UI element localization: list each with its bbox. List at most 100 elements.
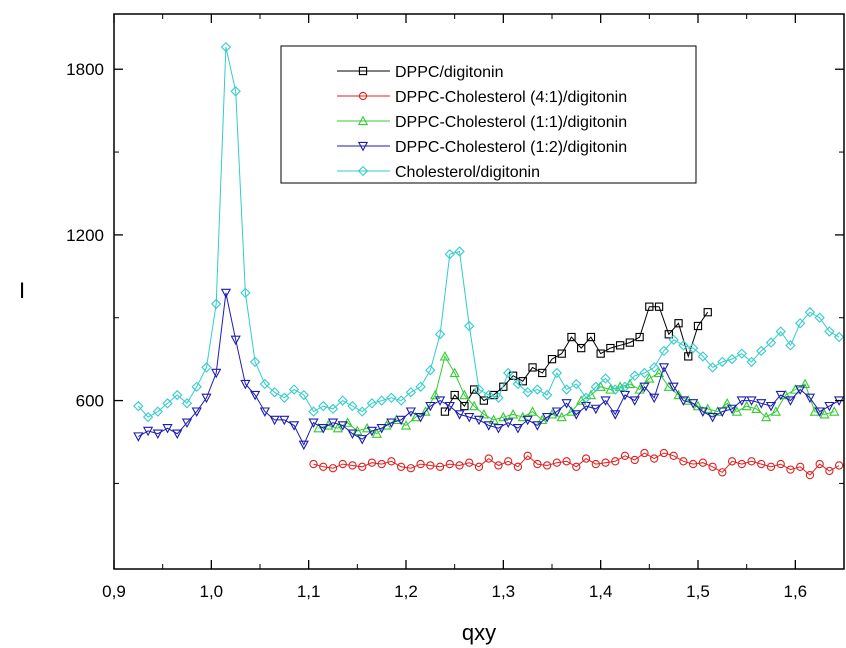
data-point	[478, 409, 489, 419]
legend-label: DPPC-Cholesterol (4:1)/digitonin	[395, 89, 627, 106]
data-point	[737, 459, 746, 469]
data-point	[464, 320, 475, 332]
data-point	[201, 362, 212, 373]
data-point	[688, 399, 699, 409]
data-point	[606, 343, 615, 353]
series-line	[138, 292, 840, 446]
legend-swatch-marker	[358, 66, 368, 76]
data-point	[688, 459, 698, 469]
data-point	[577, 343, 586, 353]
data-point	[211, 368, 222, 379]
data-point	[834, 461, 844, 470]
data-point	[576, 395, 587, 405]
data-point	[440, 407, 450, 416]
legend-swatch-marker	[358, 91, 368, 101]
data-point	[318, 400, 329, 412]
data-point	[610, 410, 621, 420]
data-point	[775, 326, 786, 337]
data-point	[425, 365, 436, 376]
data-point	[439, 351, 451, 361]
data-point	[426, 461, 435, 470]
data-point	[649, 393, 660, 404]
data-point	[152, 429, 163, 440]
legend-entry: DPPC-Cholesterol (1:2)/digitonin	[337, 139, 627, 156]
data-point	[469, 400, 480, 411]
data-point	[824, 401, 835, 412]
data-point	[654, 302, 664, 311]
data-point	[376, 395, 387, 406]
data-point	[829, 406, 840, 416]
data-point	[445, 459, 454, 469]
data-point	[405, 407, 416, 417]
data-point	[348, 461, 357, 470]
data-point	[591, 459, 600, 469]
data-point	[697, 407, 708, 417]
data-point	[590, 404, 601, 415]
data-point	[717, 407, 728, 417]
data-point	[386, 392, 397, 403]
data-point	[717, 356, 728, 368]
data-point	[298, 440, 309, 451]
data-point	[499, 382, 508, 391]
data-point	[454, 246, 465, 257]
data-point	[504, 457, 513, 466]
data-point	[664, 330, 673, 339]
data-point	[824, 326, 835, 337]
data-point	[596, 349, 605, 358]
x-tick-label: 1,2	[394, 582, 418, 601]
data-point	[668, 334, 679, 345]
data-point	[765, 401, 777, 412]
legend-swatch-marker	[357, 165, 369, 177]
data-point	[162, 398, 173, 409]
data-point	[703, 308, 712, 317]
data-point	[629, 370, 640, 381]
data-point	[644, 373, 655, 383]
data-point	[645, 302, 654, 311]
data-point	[220, 41, 232, 53]
data-point	[367, 458, 377, 467]
data-point	[765, 337, 777, 348]
legend-box	[280, 45, 697, 184]
data-point	[240, 379, 251, 390]
data-point	[746, 356, 757, 368]
data-point	[825, 466, 834, 476]
data-point	[513, 462, 523, 471]
data-point	[601, 458, 610, 467]
data-point	[338, 459, 347, 469]
data-point	[522, 415, 533, 426]
data-point	[279, 415, 290, 426]
data-point	[600, 396, 611, 406]
data-point	[766, 462, 776, 471]
data-point	[718, 468, 727, 477]
data-point	[804, 307, 816, 318]
data-point	[833, 331, 845, 343]
data-point	[590, 381, 601, 392]
data-point	[220, 288, 232, 299]
data-point	[498, 411, 509, 422]
data-point	[572, 462, 581, 471]
data-point	[288, 421, 300, 431]
data-point	[377, 459, 386, 469]
data-point	[494, 461, 503, 470]
data-point	[561, 399, 572, 409]
data-point	[191, 381, 202, 392]
data-point	[430, 389, 441, 400]
data-point	[547, 354, 557, 364]
data-point	[503, 367, 514, 379]
legend-label: DPPC-Cholesterol (1:2)/digitonin	[395, 139, 627, 156]
data-point	[318, 424, 329, 434]
data-point	[542, 412, 553, 423]
data-point	[493, 424, 504, 434]
data-point	[635, 332, 644, 342]
data-point	[181, 398, 193, 409]
data-point	[172, 429, 183, 440]
data-point	[673, 389, 684, 400]
legend-label: DPPC-Cholesterol (1:1)/digitonin	[395, 114, 627, 131]
data-point	[611, 457, 620, 466]
legend-swatch-marker	[357, 115, 369, 126]
y-tick-label: 1800	[66, 60, 104, 79]
data-point	[406, 464, 416, 473]
data-point	[736, 348, 747, 359]
data-point	[512, 378, 524, 390]
data-point	[532, 421, 543, 431]
